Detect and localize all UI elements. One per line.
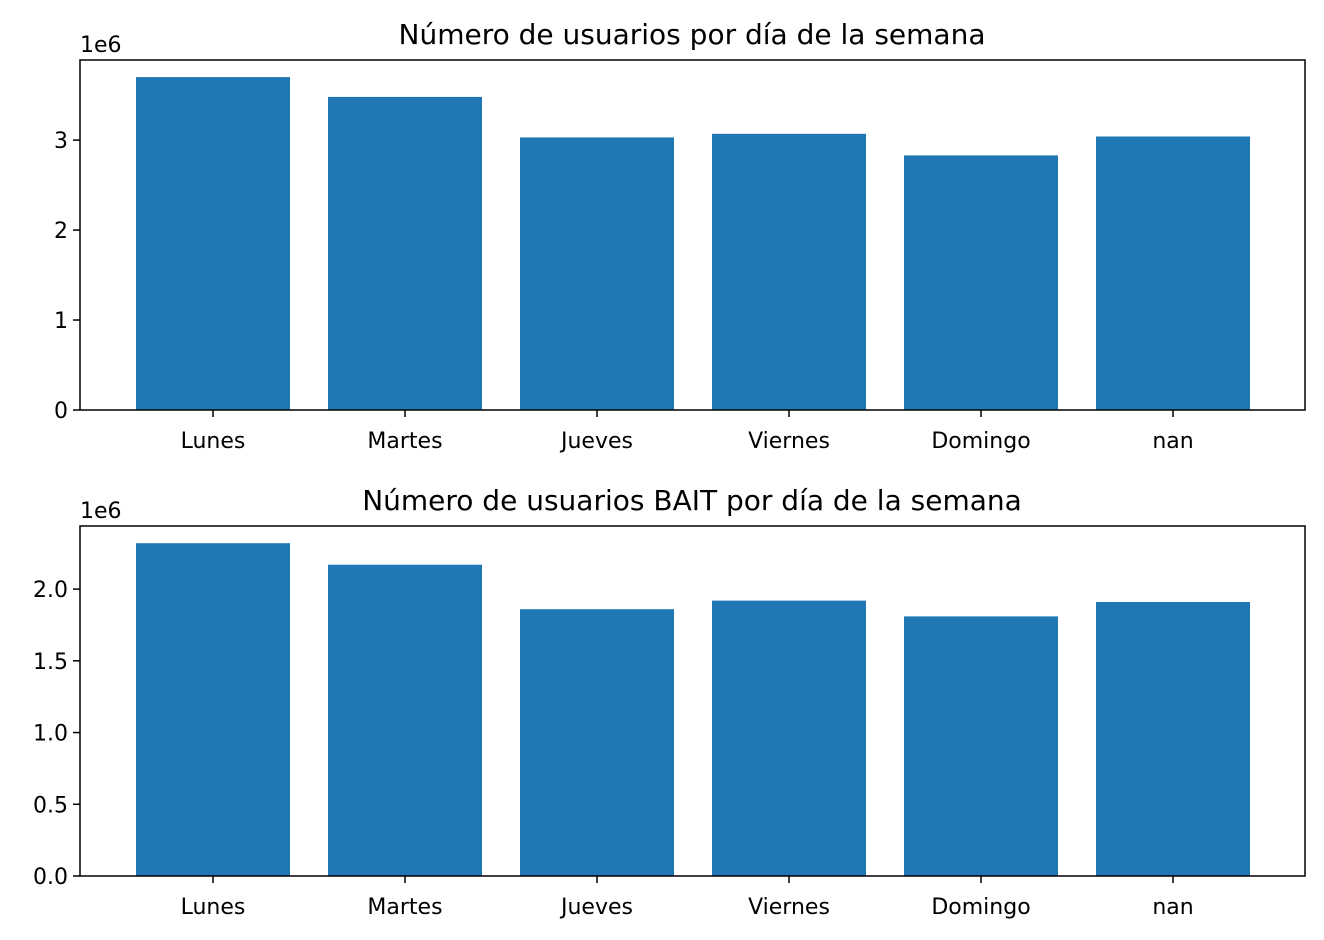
bar-bait-users-0: [136, 543, 290, 876]
axes-frame-users: [79, 59, 1306, 411]
chart-title-bait-users: Número de usuarios BAIT por día de la se…: [362, 484, 1022, 517]
x-tick-label-bait-users-3: Viernes: [748, 895, 830, 920]
y-offset-label-users: 1e6: [80, 33, 122, 58]
x-tick-label-users-3: Viernes: [748, 429, 830, 454]
y-tick-label-users-1: 1: [54, 309, 68, 334]
y-offset-label-bait-users: 1e6: [80, 499, 122, 524]
x-tick-label-bait-users-1: Martes: [367, 895, 442, 920]
plot-area-bait-users: Lunes Martes Jueves Viernes Domingo nan 0.0 0.5…: [33, 543, 1250, 920]
x-tick-label-users-0: Lunes: [181, 429, 246, 454]
bar-bait-users-5: [1096, 602, 1250, 876]
y-tick-label-bait-users-4: 2.0: [33, 578, 68, 603]
y-tick-label-bait-users-2: 1.0: [33, 722, 68, 747]
subplot-users: Número de usuarios por día de la semana …: [54, 18, 1306, 454]
x-tick-label-bait-users-2: Jueves: [559, 895, 633, 920]
bar-users-3: [712, 133, 866, 411]
x-tick-label-users-2: Jueves: [559, 429, 633, 454]
bar-bait-users-1: [328, 564, 482, 876]
y-tick-label-bait-users-0: 0.0: [33, 865, 68, 890]
chart-title-users: Número de usuarios por día de la semana: [399, 18, 986, 51]
subplot-bait-users: Número de usuarios BAIT por día de la se…: [33, 484, 1306, 920]
x-tick-label-users-4: Domingo: [931, 429, 1030, 454]
bar-users-2: [520, 137, 674, 410]
axes-frame-bait-users: [79, 525, 1306, 877]
bar-bait-users-3: [712, 600, 866, 876]
bar-bait-users-4: [904, 616, 1058, 876]
x-tick-label-users-1: Martes: [367, 429, 442, 454]
y-tick-label-users-0: 0: [54, 399, 68, 424]
bar-users-0: [136, 77, 290, 410]
x-tick-label-bait-users-4: Domingo: [931, 895, 1030, 920]
x-tick-label-bait-users-0: Lunes: [181, 895, 246, 920]
x-tick-label-users-5: nan: [1152, 429, 1193, 454]
bar-bait-users-2: [520, 609, 674, 876]
bar-users-1: [328, 96, 482, 411]
x-tick-label-bait-users-5: nan: [1152, 895, 1193, 920]
y-tick-label-bait-users-3: 1.5: [33, 650, 68, 675]
y-tick-label-users-3: 3: [54, 129, 68, 154]
bar-users-4: [904, 155, 1058, 410]
y-tick-label-users-2: 2: [54, 219, 68, 244]
plot-area-users: Lunes Martes Jueves Viernes Domingo nan 0 1 2 3: [54, 77, 1250, 454]
bar-users-5: [1096, 136, 1250, 410]
y-tick-label-bait-users-1: 0.5: [33, 793, 68, 818]
